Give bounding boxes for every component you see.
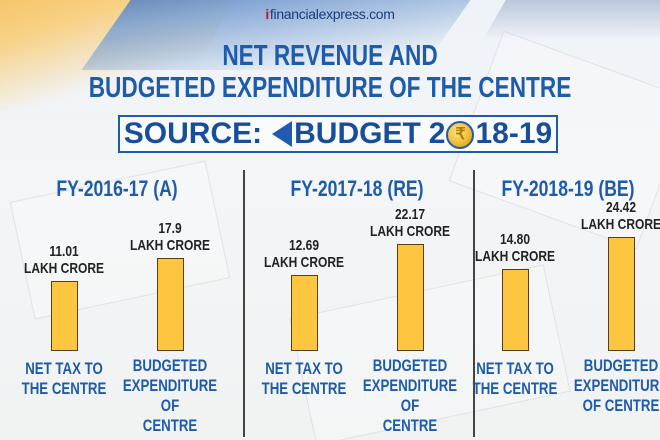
bar xyxy=(50,281,78,351)
bar xyxy=(396,244,424,351)
category-label-line: NET TAX TO xyxy=(476,359,554,378)
value-number: 14.80 xyxy=(499,230,531,248)
source-year-pre: 2 xyxy=(428,117,446,150)
value-label: 14.80 LAKH CRORE xyxy=(467,231,563,265)
category-label-line: EXPENDITURE OF xyxy=(122,376,218,415)
category-label-line: NET TAX TO xyxy=(265,359,343,378)
value-label: 22.17 LAKH CRORE xyxy=(362,206,458,240)
title-line-2: BUDGETED EXPENDITURE OF THE CENTRE xyxy=(88,72,572,104)
value-unit: LAKH CRORE xyxy=(24,260,104,277)
rupee-coin-icon: ₹ xyxy=(446,121,475,149)
arrow-left-icon xyxy=(272,121,293,147)
value-unit: LAKH CRORE xyxy=(581,216,660,233)
category-label-line: OF CENTRE xyxy=(582,396,660,415)
value-number: 11.01 xyxy=(49,243,79,260)
value-label: 17.9 LAKH CRORE xyxy=(122,220,218,254)
category-label-line: THE CENTRE xyxy=(261,379,347,398)
category-label-line: THE CENTRE xyxy=(472,379,558,398)
category-label: BUDGETED EXPENDITURE OF CENTRE xyxy=(119,356,220,436)
category-label-line: CENTRE xyxy=(382,416,438,435)
column-divider xyxy=(243,170,245,437)
value-label: 11.01 LAKH CRORE xyxy=(16,243,112,277)
category-label-line: BUDGETED xyxy=(132,356,208,375)
value-unit: LAKH CRORE xyxy=(475,247,555,265)
value-number: 17.9 xyxy=(158,220,182,238)
category-label-line: BUDGETED xyxy=(583,356,659,375)
title-line-1: NET REVENUE AND xyxy=(222,40,438,72)
source-label: SOURCE: xyxy=(123,117,263,150)
category-label: BUDGETED EXPENDITURE OF CENTRE xyxy=(570,356,660,416)
category-label-line: NET TAX TO xyxy=(25,359,103,378)
category-label-line: THE CENTRE xyxy=(21,379,107,398)
category-label: BUDGETED EXPENDITURE OF CENTRE xyxy=(359,356,460,436)
category-label: NET TAX TO THE CENTRE xyxy=(464,359,565,399)
source-year-post: 18-19 xyxy=(475,117,553,150)
value-label: 24.42 LAKH CRORE xyxy=(573,199,660,233)
brand-mark-icon: i xyxy=(265,6,269,22)
category-label-line: CENTRE xyxy=(142,416,198,435)
group-label: FY-2018-19 (BE) xyxy=(501,176,635,201)
category-label: NET TAX TO THE CENTRE xyxy=(13,359,114,399)
category-label-line: EXPENDITURE OF xyxy=(362,376,458,415)
value-unit: LAKH CRORE xyxy=(130,237,210,255)
bar xyxy=(290,275,318,351)
bar xyxy=(607,237,635,351)
group-label: FY-2017-18 (RE) xyxy=(290,176,424,201)
group-label: FY-2016-17 (A) xyxy=(56,176,178,201)
brand-logo: ifinancialexpress.com xyxy=(0,6,660,22)
value-unit: LAKH CRORE xyxy=(264,254,344,272)
category-label-line: EXPENDITURE xyxy=(573,376,660,395)
value-label: 12.69 LAKH CRORE xyxy=(256,237,352,271)
brand-name: financialexpress.com xyxy=(269,6,395,22)
value-number: 22.17 xyxy=(394,206,426,224)
bar xyxy=(501,268,529,351)
bar xyxy=(156,258,184,351)
source-budget: BUDGET xyxy=(294,117,421,150)
category-label-line: BUDGETED xyxy=(372,356,448,375)
category-label: NET TAX TO THE CENTRE xyxy=(253,359,354,399)
column-divider xyxy=(473,170,475,437)
value-number: 12.69 xyxy=(288,237,320,255)
value-number: 24.42 xyxy=(605,199,637,216)
source-banner: SOURCE: BUDGET 2 ₹ 18-19 xyxy=(118,115,558,153)
value-unit: LAKH CRORE xyxy=(370,223,450,241)
